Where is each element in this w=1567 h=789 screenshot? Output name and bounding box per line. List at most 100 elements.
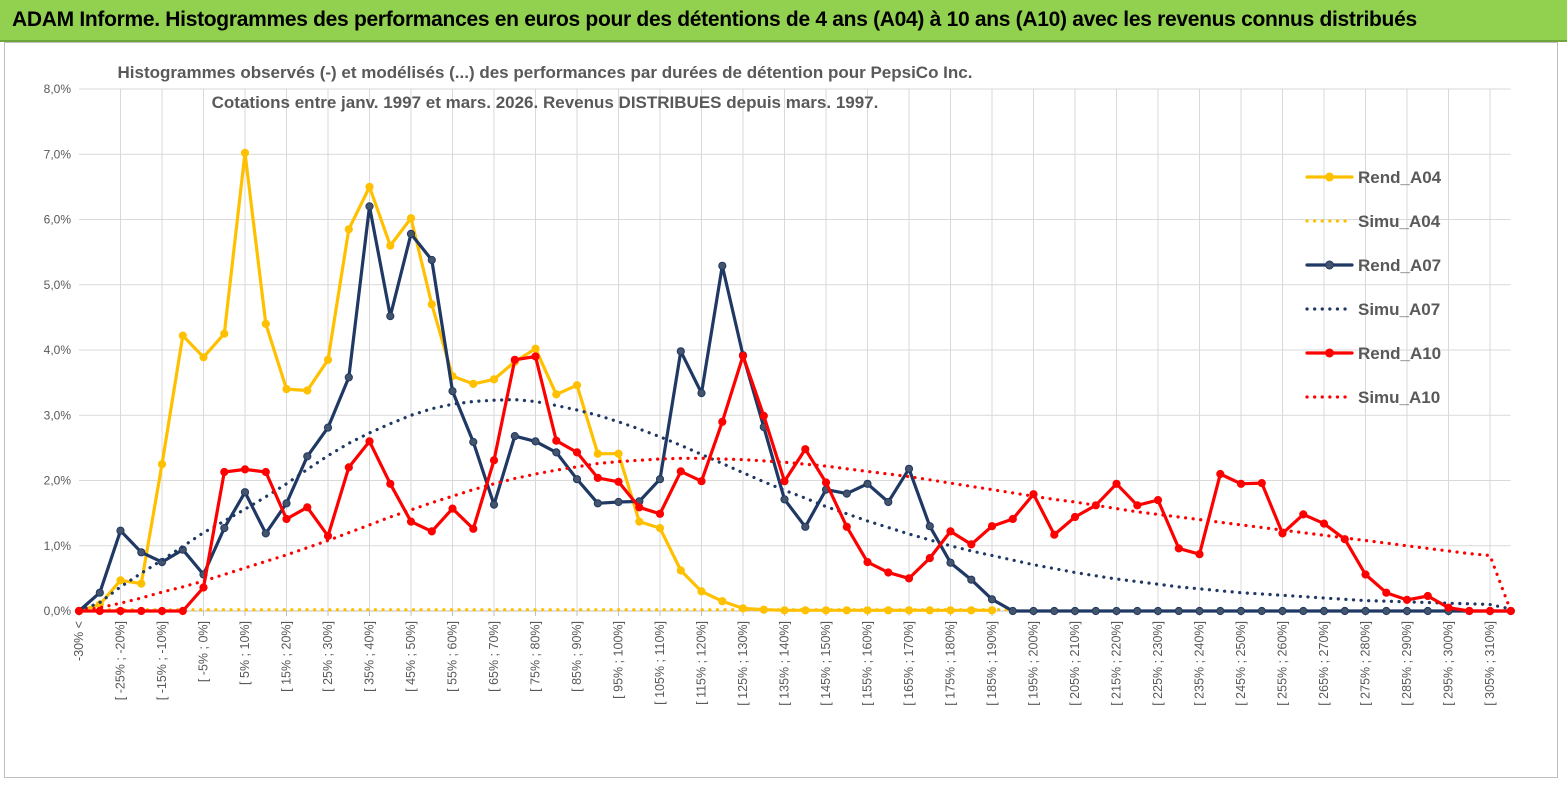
series-line: [77, 398, 1513, 613]
series-simu_a10: [77, 456, 1513, 613]
data-point: [469, 437, 478, 447]
data-point: [863, 558, 872, 567]
legend-label: Rend_A07: [1358, 256, 1441, 275]
data-point: [697, 477, 706, 486]
data-point: [1008, 514, 1017, 524]
data-point: [116, 526, 125, 535]
chart-frame: [4, 42, 1558, 778]
data-point: [842, 489, 851, 498]
data-point: [1216, 606, 1225, 616]
data-point: [282, 499, 291, 508]
report-banner: ADAM Informe. Histogrammes des performan…: [0, 0, 1567, 42]
data-point: [1319, 606, 1329, 616]
data-point: [780, 477, 789, 486]
data-point: [1361, 570, 1370, 579]
data-point: [1423, 591, 1432, 601]
x-tick-label: [ 225% ; 230%]: [1151, 621, 1165, 706]
data-point: [697, 587, 706, 596]
data-point: [614, 449, 623, 458]
legend-entry-simu_a04: Simu_A04: [1305, 212, 1441, 231]
data-point: [261, 529, 270, 538]
data-point: [95, 606, 104, 616]
data-point: [697, 389, 706, 398]
data-point: [116, 576, 125, 585]
data-point: [261, 467, 270, 477]
data-point: [593, 449, 602, 458]
data-point: [386, 312, 395, 321]
data-point: [489, 456, 499, 465]
data-point: [593, 499, 602, 508]
data-point: [1340, 606, 1349, 616]
data-point: [1319, 519, 1329, 528]
data-point: [303, 452, 312, 461]
data-point: [323, 423, 333, 432]
data-point: [323, 355, 333, 364]
data-point: [510, 432, 519, 441]
data-point: [1153, 496, 1163, 505]
data-point: [801, 522, 810, 531]
data-point: [220, 467, 229, 477]
data-point: [282, 385, 291, 394]
gridlines: [79, 88, 1511, 612]
chart-title: Histogrammes observés (-) et modélisés (…: [117, 63, 973, 82]
data-point: [157, 460, 167, 469]
data-point: [178, 331, 187, 340]
data-point: [552, 390, 561, 399]
data-point: [821, 478, 831, 487]
data-point: [240, 148, 250, 157]
x-tick-label: [ 215% ; 220%]: [1110, 621, 1124, 706]
data-point: [842, 522, 851, 531]
report-title: ADAM Informe. Histogrammes des performan…: [12, 8, 1417, 31]
series-line: [77, 204, 1513, 613]
series-line: [77, 456, 1513, 613]
data-point: [1153, 606, 1163, 616]
data-point: [240, 488, 250, 497]
data-point: [655, 509, 665, 518]
data-point: [116, 606, 125, 616]
data-point: [904, 574, 914, 583]
data-point: [676, 566, 685, 575]
data-point: [738, 351, 748, 360]
data-point: [1382, 606, 1391, 616]
y-tick-label: 0,0%: [44, 604, 72, 618]
y-tick-label: 6,0%: [44, 213, 72, 227]
data-point: [718, 261, 727, 270]
data-point: [137, 548, 146, 557]
data-point: [655, 524, 665, 533]
data-point: [469, 379, 478, 388]
data-point: [1236, 479, 1246, 488]
data-point: [469, 524, 478, 533]
legend-entry-rend_a07: Rend_A07: [1305, 256, 1441, 275]
data-point: [1361, 606, 1370, 616]
data-point: [801, 445, 810, 454]
x-tick-label: [ 235% ; 240%]: [1193, 621, 1207, 706]
data-point: [386, 479, 395, 488]
axes: 0,0% 1,0% 2,0% 3,0% 4,0% 5,0% 6,0% 7,0% 8,0% -30%…: [44, 82, 1511, 706]
x-tick-label: [ 265% ; 270%]: [1317, 621, 1331, 706]
data-point: [1112, 479, 1121, 488]
data-point: [967, 540, 976, 549]
data-point: [1070, 606, 1080, 616]
legend: Rend_A04 Simu_A04 Rend_A07 Simu_A07 Rend_A10…: [1305, 168, 1442, 407]
x-tick-label: [ 55% ; 60%]: [446, 621, 460, 692]
series-layer: [74, 148, 1515, 616]
data-point: [946, 558, 955, 567]
data-point: [572, 475, 582, 484]
data-point: [1174, 606, 1183, 616]
chart-subtitle: Cotations entre janv. 1997 et mars. 2026…: [211, 93, 879, 112]
x-tick-label: [ 205% ; 210%]: [1068, 621, 1082, 706]
legend-entry-rend_a04: Rend_A04: [1305, 168, 1442, 187]
data-point: [406, 214, 416, 223]
data-point: [137, 579, 146, 588]
data-point: [261, 319, 270, 328]
data-point: [365, 182, 374, 191]
data-point: [1257, 606, 1266, 616]
data-point: [1278, 606, 1287, 616]
x-tick-label: [ 105% ; 110%]: [653, 621, 667, 705]
data-point: [1050, 606, 1059, 616]
x-tick-label: [ 295% ; 300%]: [1442, 621, 1456, 706]
x-tick-label: [ 145% ; 150%]: [819, 621, 833, 706]
data-point: [427, 255, 436, 265]
data-point: [676, 347, 685, 356]
